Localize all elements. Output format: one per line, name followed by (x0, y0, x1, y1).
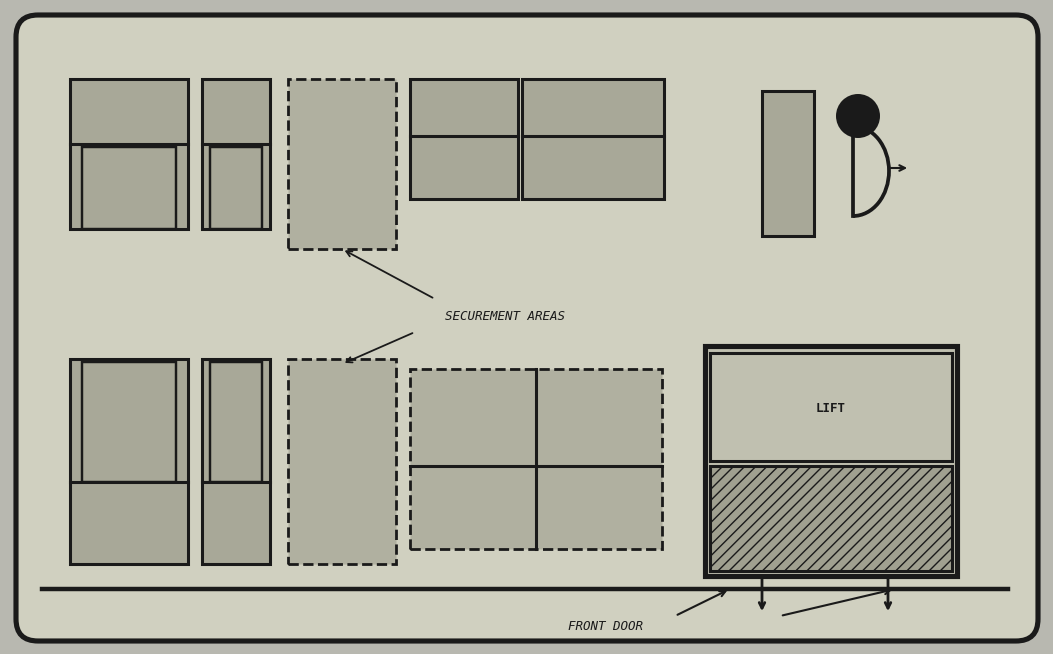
Bar (69, 359, 188, 564)
Bar (69, 79, 188, 229)
Bar (706, 346, 957, 576)
Bar (82, 362, 176, 482)
Bar (202, 359, 270, 564)
Bar (289, 359, 396, 564)
Text: SECUREMENT AREAS: SECUREMENT AREAS (445, 309, 565, 322)
Bar (522, 79, 664, 199)
Circle shape (836, 94, 880, 138)
Bar (210, 362, 262, 482)
Text: LIFT: LIFT (816, 402, 846, 415)
Bar (710, 353, 952, 461)
Bar (289, 79, 396, 249)
FancyBboxPatch shape (16, 15, 1038, 641)
Text: FRONT DOOR: FRONT DOOR (568, 619, 642, 632)
Bar (710, 466, 952, 571)
Bar (762, 91, 814, 236)
Bar (210, 147, 262, 229)
Bar (82, 147, 176, 229)
Bar (410, 369, 662, 549)
Bar (410, 79, 518, 199)
Bar (202, 79, 270, 229)
